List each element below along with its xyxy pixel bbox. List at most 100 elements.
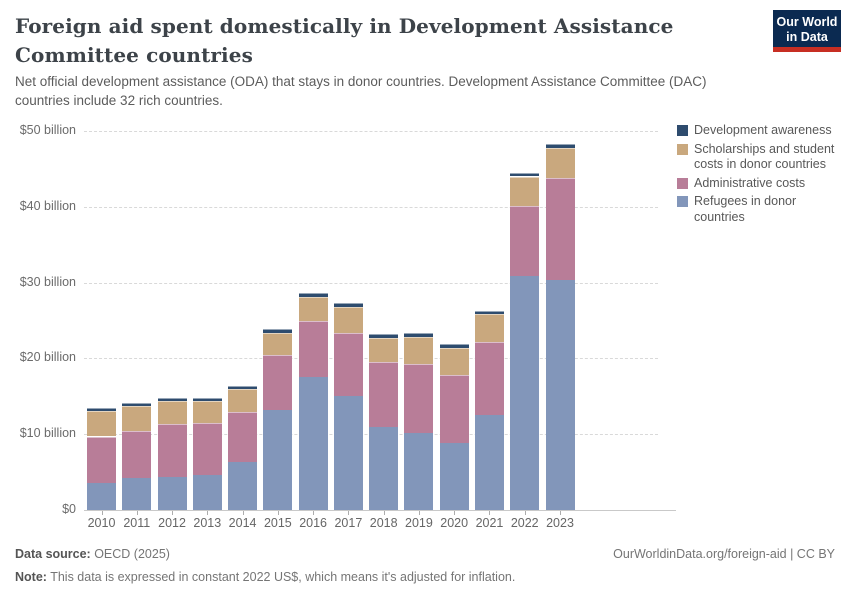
bar-segment-administrative-2016[interactable] <box>298 321 328 377</box>
bar-segment-scholarships-2015[interactable] <box>263 332 293 356</box>
bar-segment-awareness-2014[interactable] <box>228 386 258 390</box>
note-line: Note: This data is expressed in constant… <box>15 570 835 584</box>
bar-segment-administrative-2019[interactable] <box>404 364 434 434</box>
bar-segment-scholarships-2010[interactable] <box>87 411 116 437</box>
y-tick-label-10: $10 billion <box>19 426 76 441</box>
chart-footer: Data source: OECD (2025) OurWorldinData.… <box>15 547 835 584</box>
bar-2014[interactable] <box>228 131 258 510</box>
bar-segment-administrative-2022[interactable] <box>510 206 540 276</box>
bar-2011[interactable] <box>122 131 152 510</box>
x-tick-2018 <box>383 511 385 515</box>
bar-segment-administrative-2011[interactable] <box>122 431 152 479</box>
bar-2016[interactable] <box>298 131 328 510</box>
legend-swatch-refugees <box>677 196 688 207</box>
x-tick-2012 <box>172 511 174 515</box>
bar-segment-scholarships-2019[interactable] <box>404 337 434 365</box>
bar-segment-awareness-2011[interactable] <box>122 403 152 407</box>
bar-segment-scholarships-2022[interactable] <box>510 176 540 207</box>
bar-segment-administrative-2012[interactable] <box>157 424 187 478</box>
bar-segment-administrative-2021[interactable] <box>474 341 504 415</box>
bar-segment-refugees-2019[interactable] <box>404 433 434 510</box>
bar-segment-administrative-2017[interactable] <box>333 332 363 396</box>
bar-segment-awareness-2017[interactable] <box>333 303 363 307</box>
bar-segment-scholarships-2016[interactable] <box>298 297 328 322</box>
y-tick-label-0: $0 <box>62 502 76 516</box>
bar-segment-administrative-2020[interactable] <box>439 375 469 443</box>
bar-segment-refugees-2021[interactable] <box>474 414 504 510</box>
note-value: This data is expressed in constant 2022 … <box>46 570 516 584</box>
gridline-40 <box>84 206 658 208</box>
bar-segment-awareness-2021[interactable] <box>474 310 504 315</box>
bar-segment-awareness-2019[interactable] <box>404 333 434 338</box>
bar-2012[interactable] <box>157 131 187 510</box>
x-tick-label-2010: 2010 <box>87 516 116 530</box>
bar-segment-scholarships-2018[interactable] <box>369 337 399 363</box>
bar-segment-scholarships-2012[interactable] <box>157 400 187 425</box>
bar-segment-refugees-2012[interactable] <box>157 477 187 510</box>
bar-segment-administrative-2014[interactable] <box>228 412 258 463</box>
bar-segment-scholarships-2023[interactable] <box>545 148 575 178</box>
bar-segment-refugees-2023[interactable] <box>545 279 575 510</box>
y-tick-label-20: $20 billion <box>19 350 76 365</box>
bar-2019[interactable] <box>404 131 434 510</box>
bar-segment-scholarships-2020[interactable] <box>439 347 469 376</box>
bar-segment-awareness-2022[interactable] <box>510 172 540 177</box>
bar-segment-awareness-2010[interactable] <box>87 408 116 412</box>
bar-segment-awareness-2016[interactable] <box>298 293 328 298</box>
legend-item-scholarships: Scholarships and student costs in donor … <box>677 142 843 173</box>
bar-segment-administrative-2023[interactable] <box>545 178 575 280</box>
x-tick-label-2013: 2013 <box>193 516 222 530</box>
bar-segment-refugees-2020[interactable] <box>439 442 469 510</box>
x-tick-2020 <box>454 511 456 515</box>
bar-2015[interactable] <box>263 131 293 510</box>
owid-logo-line1: Our World <box>776 15 838 29</box>
x-tick-label-2012: 2012 <box>158 516 186 530</box>
bar-segment-awareness-2018[interactable] <box>369 334 399 338</box>
x-tick-label-2015: 2015 <box>263 516 292 530</box>
bar-segment-refugees-2010[interactable] <box>87 483 116 510</box>
bar-2018[interactable] <box>369 131 399 510</box>
bar-segment-refugees-2022[interactable] <box>510 275 540 510</box>
bar-2010[interactable] <box>87 131 116 510</box>
bar-segment-refugees-2014[interactable] <box>228 462 258 510</box>
bar-segment-scholarships-2014[interactable] <box>228 389 258 413</box>
attribution-link[interactable]: OurWorldinData.org/foreign-aid | CC BY <box>613 547 835 561</box>
bar-2021[interactable] <box>474 131 504 510</box>
bar-2022[interactable] <box>510 131 540 510</box>
bar-segment-awareness-2020[interactable] <box>439 344 469 348</box>
bar-segment-refugees-2018[interactable] <box>369 427 399 510</box>
legend-swatch-awareness <box>677 125 688 136</box>
bar-segment-awareness-2023[interactable] <box>545 143 575 149</box>
x-tick-label-2014: 2014 <box>228 516 257 530</box>
bar-2023[interactable] <box>545 131 575 510</box>
bar-2020[interactable] <box>439 131 469 510</box>
bar-segment-awareness-2013[interactable] <box>192 397 222 401</box>
bar-segment-scholarships-2013[interactable] <box>192 400 222 423</box>
bar-segment-administrative-2010[interactable] <box>87 436 116 484</box>
bar-segment-scholarships-2011[interactable] <box>122 406 152 432</box>
bar-segment-refugees-2013[interactable] <box>192 475 222 510</box>
bar-segment-administrative-2015[interactable] <box>263 355 293 410</box>
legend-label-scholarships: Scholarships and student costs in donor … <box>694 141 835 172</box>
bar-segment-awareness-2015[interactable] <box>263 328 293 333</box>
bar-2013[interactable] <box>192 131 222 510</box>
bar-segment-awareness-2012[interactable] <box>157 397 187 401</box>
bar-segment-scholarships-2021[interactable] <box>474 314 504 342</box>
bar-segment-refugees-2015[interactable] <box>263 409 293 510</box>
bar-segment-administrative-2013[interactable] <box>192 422 222 476</box>
y-tick-label-40: $40 billion <box>19 198 76 213</box>
bar-segment-refugees-2016[interactable] <box>298 376 328 510</box>
legend-item-refugees: Refugees in donor countries <box>677 194 843 225</box>
legend-label-administrative: Administrative costs <box>694 175 806 190</box>
x-tick-label-2019: 2019 <box>405 516 433 530</box>
x-tick-2023 <box>560 511 561 515</box>
x-tick-2015 <box>277 511 279 515</box>
bar-segment-refugees-2017[interactable] <box>333 395 363 510</box>
bar-2017[interactable] <box>333 131 363 510</box>
bar-segment-scholarships-2017[interactable] <box>333 306 363 333</box>
x-tick-label-2021: 2021 <box>475 516 504 530</box>
gridline-50 <box>84 131 658 132</box>
bar-segment-refugees-2011[interactable] <box>122 478 152 510</box>
bar-segment-administrative-2018[interactable] <box>369 362 399 428</box>
